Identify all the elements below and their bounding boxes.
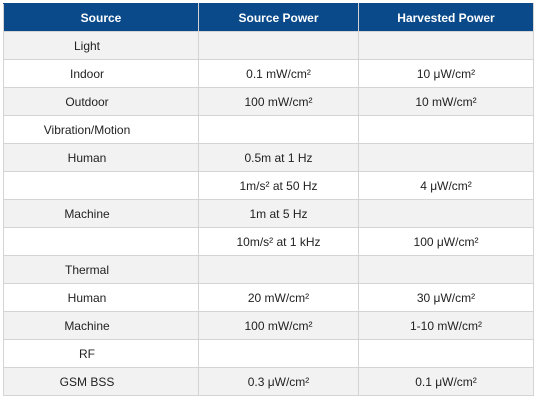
cell-source: GSM BSS: [3, 367, 199, 396]
header-source-power: Source Power: [198, 3, 359, 32]
cell-source-power: 1m/s² at 50 Hz: [198, 171, 359, 200]
cell-harvested-power: 0.1 μW/cm²: [358, 367, 534, 396]
cell-harvested-power: [358, 199, 534, 228]
cell-source: Machine: [3, 199, 199, 228]
table-body: Light Indoor 0.1 mW/cm² 10 μW/cm² Outdoo…: [3, 31, 534, 396]
table-row: GSM BSS 0.3 μW/cm² 0.1 μW/cm²: [3, 367, 534, 396]
table-row: Machine 100 mW/cm² 1-10 mW/cm²: [3, 311, 534, 340]
cell-harvested-power: [358, 339, 534, 368]
cell-source: Vibration/Motion: [3, 115, 199, 144]
cell-source-power: 0.3 μW/cm²: [198, 367, 359, 396]
cell-harvested-power: 30 μW/cm²: [358, 283, 534, 312]
cell-source-power: [198, 255, 359, 284]
cell-source: RF: [3, 339, 199, 368]
cell-harvested-power: [358, 255, 534, 284]
cell-harvested-power: [358, 31, 534, 60]
cell-source-power: 100 mW/cm²: [198, 87, 359, 116]
cell-source-power: 10m/s² at 1 kHz: [198, 227, 359, 256]
cell-harvested-power: [358, 115, 534, 144]
cell-harvested-power: 10 μW/cm²: [358, 59, 534, 88]
cell-source-power: [198, 31, 359, 60]
table-header: Source Source Power Harvested Power: [3, 3, 534, 32]
cell-source: Outdoor: [3, 87, 199, 116]
cell-source: Indoor: [3, 59, 199, 88]
cell-source: [3, 171, 199, 200]
energy-harvesting-table-container: Source Source Power Harvested Power Ligh…: [3, 3, 534, 396]
table-row: Machine 1m at 5 Hz: [3, 199, 534, 228]
table-row: Indoor 0.1 mW/cm² 10 μW/cm²: [3, 59, 534, 88]
table-row-category-rf: RF: [3, 339, 534, 368]
cell-harvested-power: 10 mW/cm²: [358, 87, 534, 116]
cell-source-power: 0.1 mW/cm²: [198, 59, 359, 88]
header-row: Source Source Power Harvested Power: [3, 3, 534, 32]
cell-source-power: 0.5m at 1 Hz: [198, 143, 359, 172]
cell-source: Thermal: [3, 255, 199, 284]
table-row: 10m/s² at 1 kHz 100 μW/cm²: [3, 227, 534, 256]
cell-harvested-power: 4 μW/cm²: [358, 171, 534, 200]
cell-harvested-power: [358, 143, 534, 172]
table-row: Outdoor 100 mW/cm² 10 mW/cm²: [3, 87, 534, 116]
cell-source: Human: [3, 283, 199, 312]
cell-source: Human: [3, 143, 199, 172]
header-harvested-power: Harvested Power: [358, 3, 534, 32]
cell-source-power: 20 mW/cm²: [198, 283, 359, 312]
table-row: Human 20 mW/cm² 30 μW/cm²: [3, 283, 534, 312]
table-row: Human 0.5m at 1 Hz: [3, 143, 534, 172]
cell-source: [3, 227, 199, 256]
cell-harvested-power: 100 μW/cm²: [358, 227, 534, 256]
cell-source: Light: [3, 31, 199, 60]
table-row: 1m/s² at 50 Hz 4 μW/cm²: [3, 171, 534, 200]
cell-harvested-power: 1-10 mW/cm²: [358, 311, 534, 340]
table-row-category-thermal: Thermal: [3, 255, 534, 284]
table-row-category-vibration: Vibration/Motion: [3, 115, 534, 144]
header-source: Source: [3, 3, 199, 32]
cell-source: Machine: [3, 311, 199, 340]
cell-source-power: 1m at 5 Hz: [198, 199, 359, 228]
table-row-category-light: Light: [3, 31, 534, 60]
cell-source-power: [198, 115, 359, 144]
cell-source-power: 100 mW/cm²: [198, 311, 359, 340]
cell-source-power: [198, 339, 359, 368]
energy-harvesting-table: Source Source Power Harvested Power Ligh…: [3, 3, 534, 396]
